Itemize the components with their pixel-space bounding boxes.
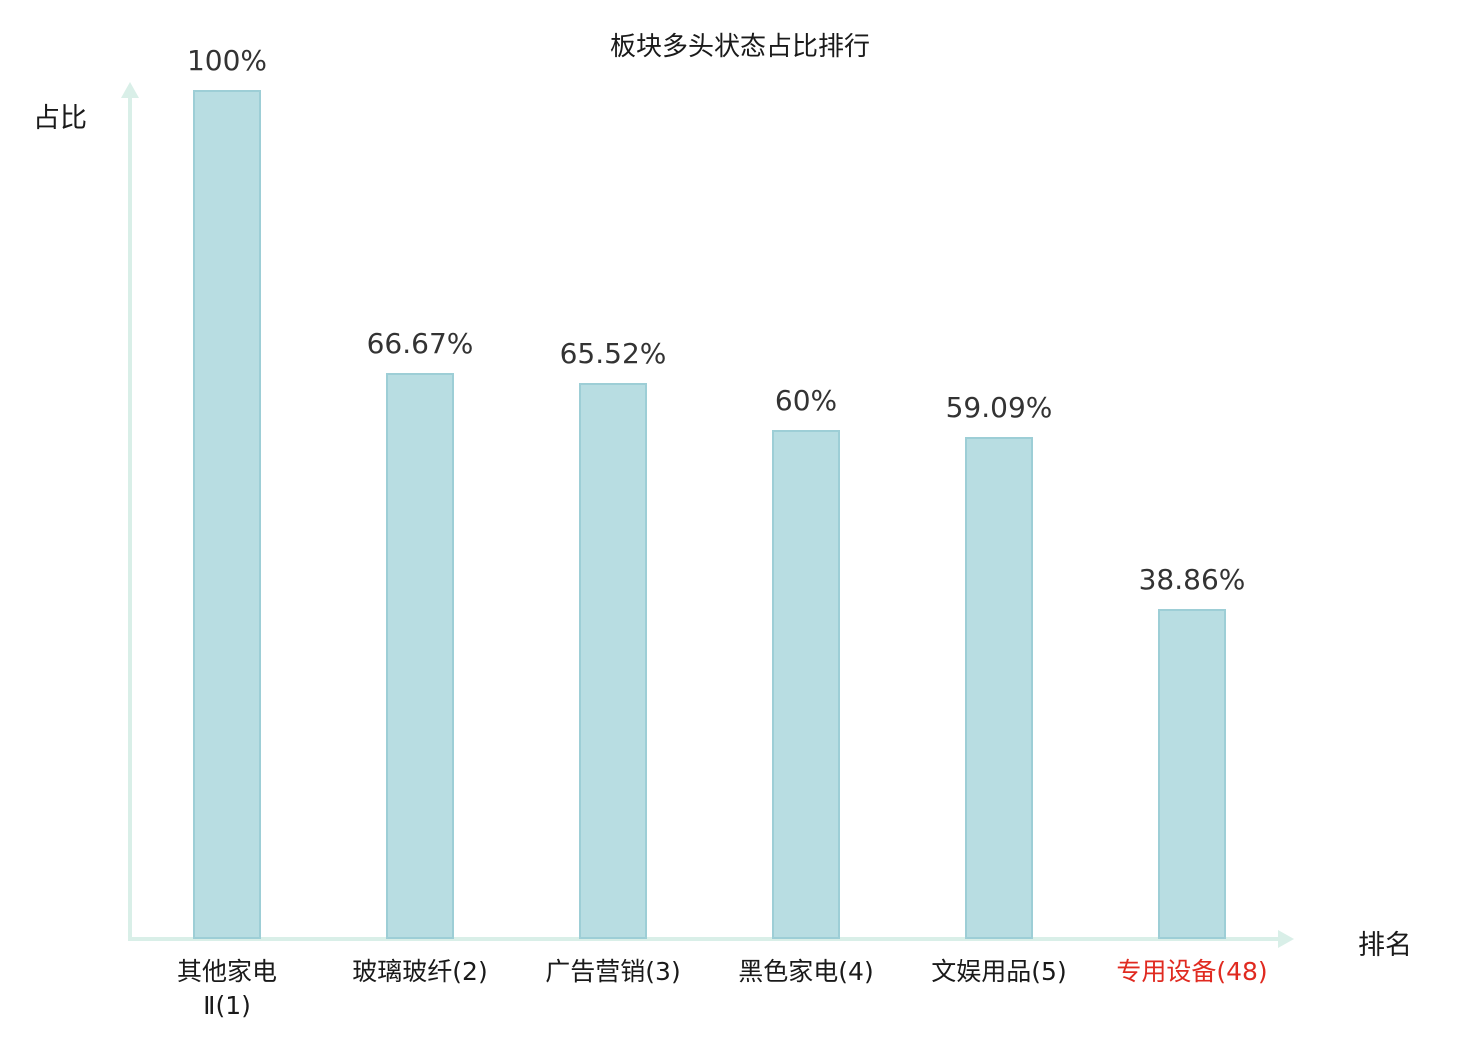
category-label: 专用设备(48) xyxy=(1116,957,1268,986)
bar-value-label: 66.67% xyxy=(366,327,474,360)
bar-value-label: 100% xyxy=(186,44,268,77)
category-label: 其他家电 Ⅱ(1) xyxy=(176,957,277,1020)
bar xyxy=(193,90,261,939)
bar-value-label: 65.52% xyxy=(559,337,667,370)
x-axis xyxy=(128,937,1280,941)
bar xyxy=(386,373,454,939)
chart-title: 板块多头状态占比排行 xyxy=(609,32,870,62)
bar xyxy=(579,383,647,939)
bar xyxy=(965,437,1033,939)
category-label: 文娱用品(5) xyxy=(931,957,1067,986)
bar-value-label: 60% xyxy=(774,384,838,417)
x-axis-arrow-icon xyxy=(1278,930,1294,948)
y-axis-label: 占比 xyxy=(33,103,87,134)
y-axis xyxy=(128,96,132,940)
category-label: 黑色家电(4) xyxy=(738,957,874,986)
category-label: 广告营销(3) xyxy=(545,957,681,986)
y-axis-arrow-icon xyxy=(121,82,139,98)
bar-value-label: 59.09% xyxy=(945,391,1053,424)
bar xyxy=(1158,609,1226,939)
x-axis-label: 排名 xyxy=(1358,930,1412,961)
category-label: 玻璃玻纤(2) xyxy=(352,957,488,986)
bar-value-label: 38.86% xyxy=(1138,563,1246,596)
bar xyxy=(772,430,840,939)
